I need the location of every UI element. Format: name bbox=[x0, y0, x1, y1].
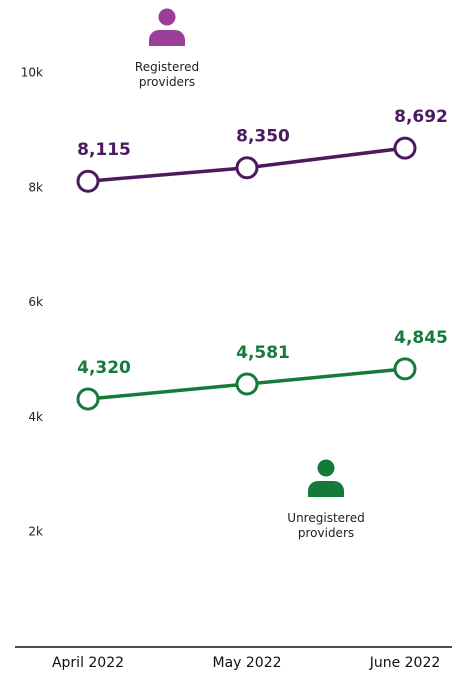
y-tick-label: 8k bbox=[28, 180, 43, 194]
icon bbox=[158, 8, 176, 26]
data-label: 8,115 bbox=[77, 140, 131, 160]
data-label: 4,845 bbox=[394, 328, 448, 348]
marker bbox=[76, 387, 100, 411]
y-tick-label: 6k bbox=[28, 295, 43, 309]
y-tick-label: 4k bbox=[28, 410, 43, 424]
icon bbox=[149, 30, 185, 46]
legend-entry: Unregistered providers bbox=[287, 511, 365, 540]
data-label: 4,320 bbox=[77, 358, 131, 378]
icon bbox=[317, 459, 335, 477]
marker bbox=[393, 357, 417, 381]
legend-entry: Registered providers bbox=[134, 60, 200, 89]
marker bbox=[235, 372, 259, 396]
x-tick-label: April 2022 bbox=[52, 655, 124, 671]
data-label: 8,350 bbox=[236, 127, 290, 147]
marker bbox=[76, 169, 100, 193]
data-label: 8,692 bbox=[394, 107, 448, 127]
marker bbox=[393, 136, 417, 160]
data-label: 4,581 bbox=[236, 343, 290, 363]
icon bbox=[308, 481, 344, 497]
y-tick-label: 10k bbox=[21, 66, 43, 80]
x-tick-label: June 2022 bbox=[369, 655, 441, 671]
marker bbox=[235, 156, 259, 180]
y-tick-label: 2k bbox=[28, 525, 43, 539]
x-tick-label: May 2022 bbox=[212, 655, 281, 671]
